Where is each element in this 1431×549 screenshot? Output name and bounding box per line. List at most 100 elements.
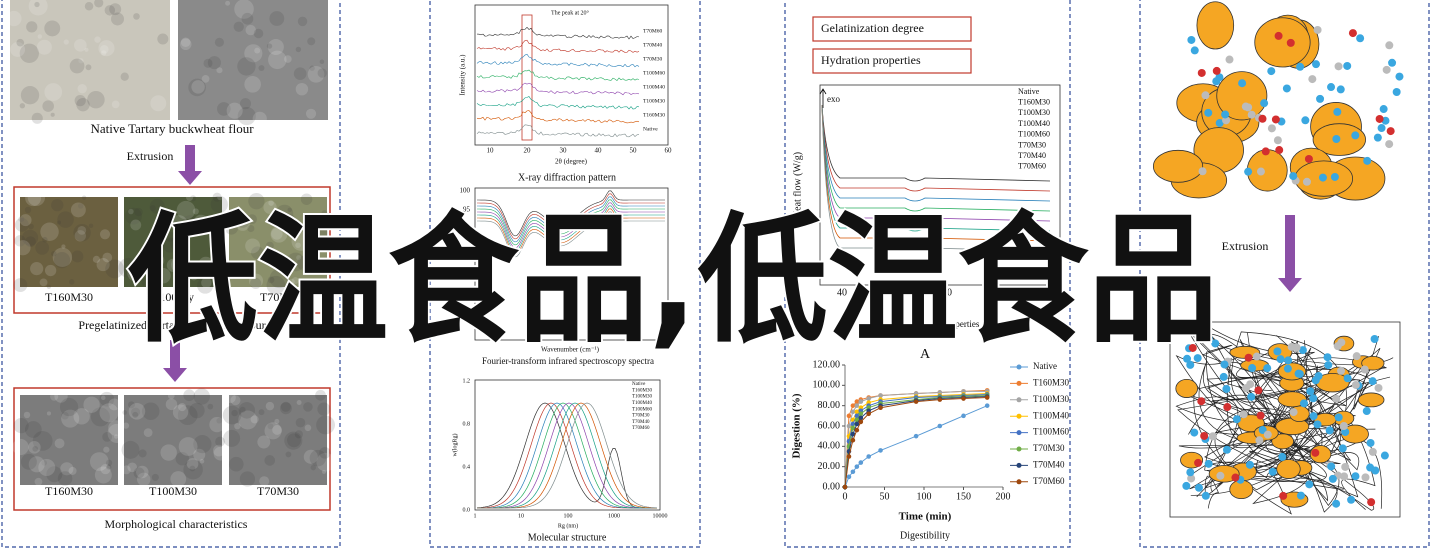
red-box bbox=[13, 186, 331, 314]
texture bbox=[250, 415, 259, 424]
texture bbox=[215, 273, 223, 282]
protein bbox=[1244, 167, 1253, 176]
granule bbox=[1271, 433, 1294, 450]
texture bbox=[41, 460, 48, 466]
data-point bbox=[854, 417, 860, 423]
texture bbox=[268, 50, 287, 70]
texture bbox=[19, 103, 26, 109]
mol-curve bbox=[476, 402, 658, 509]
texture bbox=[297, 16, 308, 27]
texture bbox=[89, 452, 109, 471]
texture bbox=[183, 389, 196, 402]
data-point bbox=[846, 413, 852, 419]
texture bbox=[160, 444, 177, 461]
texture bbox=[230, 395, 241, 406]
texture bbox=[307, 37, 316, 46]
texture bbox=[104, 5, 116, 16]
texture bbox=[193, 435, 212, 454]
component bbox=[1231, 473, 1240, 482]
plot-frame bbox=[819, 84, 1061, 286]
texture bbox=[51, 198, 64, 212]
texture bbox=[101, 395, 106, 401]
data-point bbox=[850, 431, 856, 437]
texture bbox=[199, 458, 205, 464]
texture bbox=[84, 47, 89, 52]
texture bbox=[63, 39, 69, 45]
texture bbox=[136, 472, 151, 487]
label: T100My bbox=[152, 290, 194, 304]
component bbox=[1304, 154, 1313, 163]
texture bbox=[296, 400, 302, 405]
texture bbox=[167, 392, 175, 400]
protein bbox=[1201, 91, 1210, 100]
texture bbox=[182, 252, 190, 260]
texture bbox=[172, 404, 189, 420]
protein bbox=[1222, 445, 1231, 454]
texture bbox=[96, 258, 110, 272]
texture bbox=[239, 98, 252, 110]
protein bbox=[1238, 79, 1247, 88]
label: Fourier-transform infrared spectroscopy … bbox=[482, 356, 654, 366]
component bbox=[1271, 115, 1280, 124]
texture bbox=[286, 252, 305, 272]
texture bbox=[176, 200, 196, 220]
texture bbox=[108, 398, 121, 411]
component bbox=[1348, 29, 1357, 38]
protein bbox=[1256, 167, 1265, 176]
xrd-curve bbox=[476, 96, 640, 110]
protein bbox=[1334, 413, 1343, 422]
texture bbox=[237, 106, 256, 126]
texture bbox=[224, 392, 236, 404]
texture bbox=[175, 452, 190, 466]
texture bbox=[210, 195, 228, 214]
texture bbox=[272, 425, 283, 435]
protein bbox=[1273, 136, 1282, 145]
texture bbox=[20, 86, 40, 105]
protein bbox=[1368, 377, 1377, 386]
texture bbox=[310, 464, 316, 471]
series-line bbox=[844, 390, 988, 488]
texture bbox=[145, 237, 151, 243]
texture bbox=[203, 58, 213, 68]
data-point bbox=[846, 423, 852, 429]
texture bbox=[188, 78, 206, 97]
mol-curve bbox=[476, 402, 657, 509]
legend-marker bbox=[1016, 430, 1022, 436]
texture bbox=[121, 465, 131, 475]
texture bbox=[100, 464, 111, 475]
texture bbox=[113, 434, 119, 439]
photo bbox=[124, 395, 222, 485]
component bbox=[1197, 397, 1206, 406]
label: T100M40 bbox=[643, 84, 665, 90]
texture bbox=[70, 202, 86, 218]
texture bbox=[192, 208, 199, 215]
texture bbox=[265, 401, 275, 411]
data-point bbox=[846, 454, 852, 459]
component bbox=[1256, 411, 1265, 420]
texture bbox=[303, 449, 318, 464]
protein bbox=[1204, 459, 1213, 468]
texture bbox=[189, 465, 196, 472]
data-point bbox=[854, 427, 860, 433]
texture bbox=[216, 417, 223, 424]
texture bbox=[34, 477, 43, 486]
texture bbox=[217, 102, 231, 116]
protein bbox=[1186, 360, 1195, 369]
x-tick-label: 150 bbox=[956, 491, 971, 502]
protein bbox=[1258, 426, 1267, 435]
legend-label: T70M30 bbox=[1033, 443, 1065, 453]
label: Rg (nm) bbox=[558, 522, 578, 529]
texture bbox=[185, 193, 194, 201]
protein bbox=[1222, 384, 1231, 393]
protein bbox=[1330, 172, 1339, 181]
texture bbox=[14, 217, 29, 232]
texture bbox=[78, 58, 84, 64]
component bbox=[1194, 458, 1203, 467]
ftir-curve bbox=[476, 202, 665, 249]
texture bbox=[106, 464, 112, 470]
texture bbox=[103, 446, 110, 453]
data-point bbox=[858, 399, 864, 404]
label: Native bbox=[632, 382, 646, 387]
data-point bbox=[858, 411, 864, 417]
texture bbox=[32, 430, 53, 451]
